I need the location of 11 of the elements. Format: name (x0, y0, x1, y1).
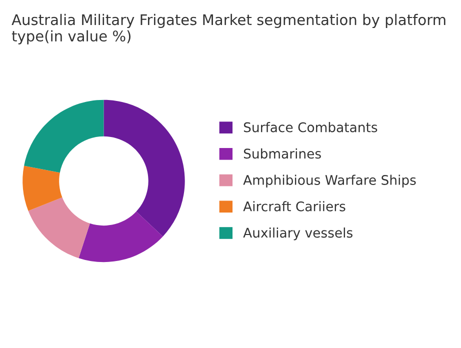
legend-label: Amphibious Warfare Ships (243, 174, 416, 188)
legend-label: Aircraft Cariiers (243, 201, 346, 212)
legend-label: Surface Combatants (244, 122, 378, 132)
legend-label: Auxiliary vessels (243, 228, 352, 240)
donut-slice (22, 166, 62, 211)
donut-slice (78, 212, 163, 262)
chart-title: Australia Military Frigates Market segmentation by platform type(in value %) (12, 14, 446, 44)
legend-label: Submarines (244, 148, 321, 159)
donut-slice (104, 100, 185, 236)
donut-slice (28, 197, 90, 258)
donut-slice (24, 100, 104, 173)
